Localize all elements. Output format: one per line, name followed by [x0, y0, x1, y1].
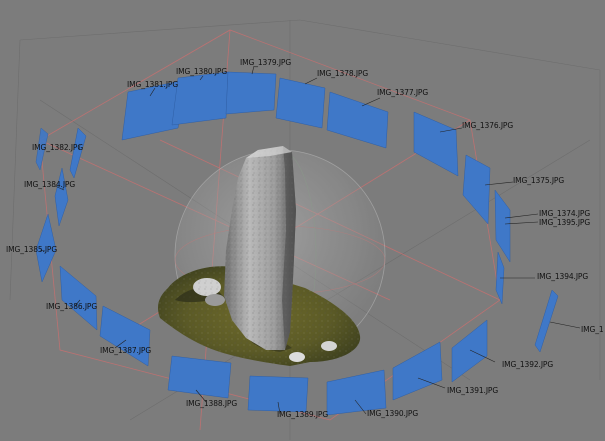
standing-stone — [224, 146, 296, 350]
camera-frustum-1392 — [451, 319, 488, 383]
label-leaders — [39, 65, 581, 415]
camera-frustum-1383 — [35, 127, 49, 171]
camera-label[interactable]: IMG_1392.JPG — [502, 360, 554, 369]
camera-frustum-1385 — [35, 213, 57, 283]
camera-frustum-1380 — [171, 71, 229, 126]
camera-label[interactable]: IMG_1389.JPG — [277, 410, 329, 419]
camera-label[interactable]: IMG_1388.JPG — [186, 399, 238, 408]
camera-label[interactable]: IMG_1374.JPG — [539, 209, 591, 218]
camera-frustum-1377 — [326, 91, 389, 149]
camera-label[interactable]: IMG_1391.JPG — [447, 386, 499, 395]
camera-frustum-1384 — [54, 167, 69, 227]
camera-label[interactable]: IMG_1375.JPG — [513, 176, 565, 185]
camera-frustum-1376 — [413, 111, 459, 177]
camera-frustum-1388 — [167, 355, 232, 399]
camera-label[interactable]: IMG_1390.JPG — [367, 409, 419, 418]
camera-label[interactable]: IMG_1395.JPG — [539, 218, 591, 227]
camera-label[interactable]: IMG_1381.JPG — [127, 80, 179, 89]
camera-label[interactable]: IMG_1386.JPG — [46, 302, 98, 311]
camera-label[interactable]: IMG_1380.JPG — [176, 67, 228, 76]
camera-frustum-1389 — [247, 375, 309, 413]
camera-label[interactable]: IMG_1378.JPG — [317, 69, 369, 78]
camera-frustum-1387 — [99, 305, 151, 367]
camera-label[interactable]: IMG_1377.JPG — [377, 88, 429, 97]
camera-frustum-1390 — [326, 369, 387, 416]
camera-label[interactable]: IMG_1382.JPG — [32, 143, 84, 152]
camera-frustum-1382 — [69, 127, 87, 179]
camera-frustums — [35, 71, 559, 416]
camera-label[interactable]: IMG_1379.JPG — [240, 58, 292, 67]
camera-frustum-1391 — [392, 341, 443, 401]
camera-frustum-1393 — [534, 289, 559, 353]
camera-frustum-1381 — [121, 79, 186, 141]
camera-label[interactable]: IMG_1376.JPG — [462, 121, 514, 130]
camera-frustum-1379 — [225, 71, 277, 115]
camera-frustum-1386 — [59, 265, 98, 331]
camera-label[interactable]: IMG_1 — [581, 325, 604, 334]
camera-label[interactable]: IMG_1384.JPG — [24, 180, 76, 189]
rocks — [193, 278, 337, 362]
camera-label[interactable]: IMG_1394.JPG — [537, 272, 589, 281]
camera-label[interactable]: IMG_1385.JPG — [6, 245, 58, 254]
camera-label[interactable]: IMG_1387.JPG — [100, 346, 152, 355]
camera-frustum-1378 — [275, 77, 326, 129]
camera-frustum-1375 — [462, 154, 491, 225]
camera-frustum-1374 — [494, 189, 511, 263]
